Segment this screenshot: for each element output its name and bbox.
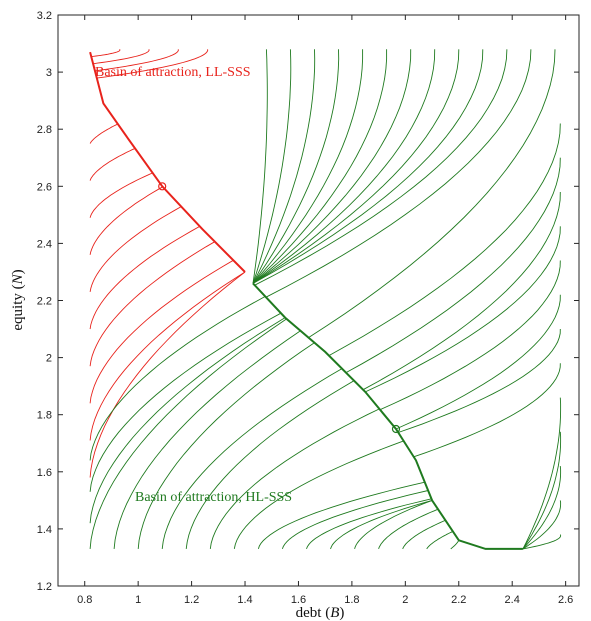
ll-manifold-line [89,51,246,273]
hl-trajectory [89,312,282,492]
ll-trajectory [93,49,150,65]
hl-trajectory [252,49,364,284]
x-axis-label: debt (B) [296,605,345,621]
hl-trajectory [402,519,446,550]
hl-trajectory [113,330,301,549]
hl-trajectory [137,342,315,549]
hl-trajectory [252,49,436,284]
equilibrium-layer [158,182,401,434]
hl-trajectory [89,296,266,461]
ll-trajectory [96,49,209,79]
ll-trajectory [91,48,121,58]
x-tick-label: 2.4 [505,594,520,606]
hl-trajectory [450,540,460,550]
hl-trajectory [252,49,460,284]
hl-trajectory [362,191,561,391]
y-tick-label: 3 [46,67,52,79]
hl-trajectory [354,499,433,550]
ll-trajectory [94,49,179,72]
hl-trajectory [252,49,340,284]
ll-trajectory [89,259,234,404]
hl-trajectory [254,49,508,286]
x-tick-label: 0.8 [77,594,92,606]
y-tick-label: 2.2 [37,296,52,308]
y-tick-label: 2 [46,353,52,365]
ll-trajectory [89,206,182,292]
hl-trajectory [330,499,433,550]
hl-trajectory [522,397,562,550]
hl-trajectory [328,123,561,356]
x-tick-label: 1.2 [184,594,199,606]
equilibrium-marker-ll-sss [158,182,167,191]
y-axis-label: equity (N) [10,269,26,330]
y-tick-label: 1.8 [37,410,52,422]
hl-trajectory [306,498,432,550]
hl-trajectory [257,481,425,550]
hl-trajectory [281,490,429,550]
hl-trajectory [413,363,561,458]
y-tick-label: 2.6 [37,181,52,193]
hl-trajectory [233,440,404,549]
y-axis-ticks: 1.2 1.4 1.6 1.8 2 2.2 2.4 2.6 2.8 3 3.2 [37,10,579,593]
hl-trajectory [378,508,439,550]
y-tick-label: 2.4 [37,238,52,250]
hl-trajectory [252,49,292,284]
hl-trajectory [365,226,561,393]
hl-trajectory [345,157,561,373]
hl-trajectory [265,49,532,298]
hl-trajectory [398,328,561,433]
hl-trajectory [209,408,380,549]
ll-trajectory [89,123,119,144]
x-tick-label: 1.6 [291,594,306,606]
hl-trajectory [185,380,355,549]
x-tick-label: 1.4 [237,594,252,606]
ll-trajectory [89,241,216,367]
hl-trajectory [379,260,561,411]
hl-trajectory [252,49,412,284]
hl-trajectory [522,431,562,550]
hl-trajectory [426,531,454,550]
annotation-ll-sss: Basin of attraction, LL-SSS [95,65,251,80]
y-tick-label: 1.2 [37,581,52,593]
ll-trajectory [89,147,136,181]
hl-trajectory [89,318,287,549]
x-tick-label: 2.6 [558,594,573,606]
manifold-layer [89,51,523,550]
hl-trajectory [522,500,562,550]
y-tick-label: 1.6 [37,467,52,479]
hl-trajectory [252,49,268,284]
annotation-hl-sss: Basin of attraction, HL-SSS [135,490,292,505]
ll-trajectory [89,271,246,478]
hl-trajectory [252,49,388,284]
x-tick-label: 2 [402,594,408,606]
trajectory-layer [89,48,562,550]
hl-trajectory [395,294,561,430]
ll-trajectory [89,271,246,441]
hl-trajectory [522,466,562,550]
hl-trajectory [522,534,562,550]
x-tick-label: 1.8 [344,594,359,606]
ll-trajectory [89,226,200,330]
hl-trajectory [89,317,286,524]
hl-trajectory [252,49,484,284]
x-tick-label: 2.2 [451,594,466,606]
x-axis-ticks: 0.8 1 1.2 1.4 1.6 1.8 2 2.2 2.4 2.6 [77,15,573,606]
equilibrium-marker-hl-sss [391,424,401,434]
hl-manifold-line [252,282,523,550]
y-tick-label: 1.4 [37,524,52,536]
hl-trajectory [252,49,316,284]
hl-trajectory [308,49,556,338]
y-tick-label: 2.8 [37,124,52,136]
hl-trajectory [161,368,343,549]
y-tick-label: 3.2 [37,10,52,22]
ll-trajectory [89,186,163,255]
ll-trajectory [89,172,153,218]
x-tick-label: 1 [135,594,141,606]
